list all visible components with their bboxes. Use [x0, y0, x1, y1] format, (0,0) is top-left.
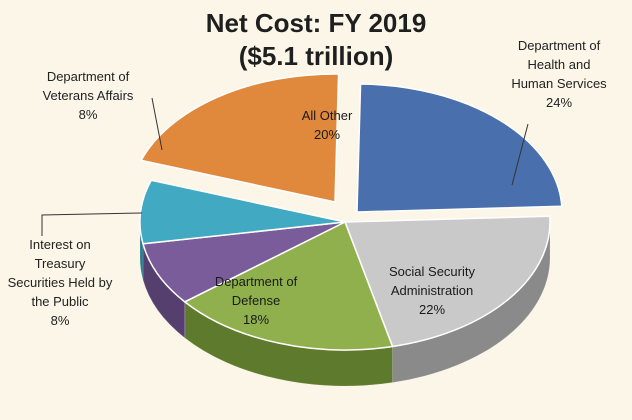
leader-line-1: [511, 123, 529, 186]
slice-label-text: Veterans Affairs: [42, 88, 134, 103]
slice-label-0: All Other 20%: [282, 106, 372, 144]
slice-label-text: Department of: [46, 69, 130, 84]
pie-slice-1: [356, 83, 563, 213]
slice-label-4: Interest on Treasury Securities Held by the…: [0, 235, 125, 330]
slice-label-text: Administration: [390, 283, 474, 298]
slice-value-label: 18%: [242, 312, 270, 327]
slice-value-label: 20%: [313, 127, 341, 142]
pie-slice-3: [183, 220, 394, 351]
slice-label-2: Social Security Administration 22%: [357, 262, 507, 319]
slice-value-label: 22%: [418, 302, 446, 317]
slice-label-text: Securities Held by: [7, 275, 113, 290]
slice-label-text: the Public: [31, 294, 89, 309]
slice-label-text: All Other: [301, 108, 353, 123]
pie-slice-2: [343, 215, 551, 348]
pie-slice-4: [142, 221, 346, 303]
slice-label-text: Social Security: [389, 264, 475, 279]
pie-slice-5: [139, 179, 346, 245]
slice-label-text: Interest on: [29, 237, 91, 252]
slice-label-text: Defense: [231, 293, 281, 308]
pie-slice-0: [140, 73, 340, 203]
slice-label-1: Department of Health and Human Services 24%: [489, 36, 629, 112]
chart-title: Net Cost: FY 2019: [205, 8, 427, 38]
slice-label-text: Treasury: [34, 256, 86, 271]
leader-line-4: [41, 212, 143, 236]
slice-value-label: 8%: [78, 107, 98, 122]
leader-line-5: [151, 97, 163, 151]
slice-label-5: Department of Veterans Affairs 8%: [13, 67, 163, 124]
chart-subtitle: ($5.1 trillion): [238, 41, 394, 71]
slice-label-text: Department of: [517, 38, 601, 53]
slice-label-text: Health and: [527, 57, 591, 72]
slice-value-label: 8%: [50, 313, 70, 328]
slice-label-text: Department of: [214, 274, 298, 289]
slice-value-label: 24%: [545, 95, 573, 110]
slice-label-3: Department of Defense 18%: [186, 272, 326, 329]
slice-label-text: Human Services: [511, 76, 607, 91]
